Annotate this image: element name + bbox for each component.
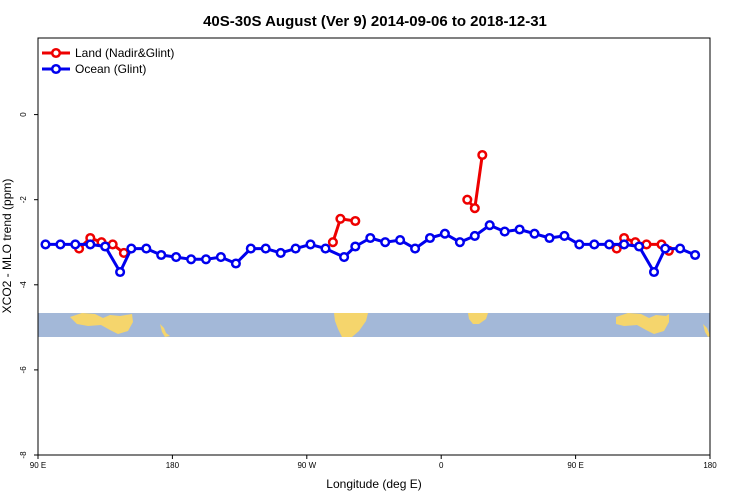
data-point-ocean (484, 220, 495, 231)
data-point-ocean (260, 243, 271, 254)
data-point-ocean (574, 239, 585, 250)
data-point-ocean (55, 239, 66, 250)
legend-ocean-marker (50, 63, 62, 75)
plot-frame (37, 37, 711, 456)
data-point-ocean (395, 235, 406, 246)
data-point-ocean (215, 252, 226, 263)
data-point-land (327, 237, 338, 248)
data-point-ocean (200, 254, 212, 265)
data-point-ocean (529, 228, 540, 239)
data-point-ocean (245, 243, 256, 254)
data-point-ocean (514, 224, 525, 235)
data-point-ocean (410, 243, 421, 254)
data-point-ocean (275, 247, 286, 258)
legend-ocean-label: Ocean (Glint) (75, 62, 146, 76)
data-point-ocean (186, 254, 197, 265)
map-ocean (38, 313, 710, 337)
data-point-land (477, 149, 488, 161)
y-tick-label: -2 (19, 196, 28, 204)
data-point-ocean (141, 243, 152, 254)
y-tick-label: -4 (19, 281, 28, 289)
series-ocean (40, 220, 701, 278)
data-point-ocean (454, 237, 465, 248)
data-point-ocean (604, 239, 615, 250)
map-south-africa (468, 313, 488, 324)
map-south-america (334, 313, 368, 337)
map-australia-repeat (616, 313, 669, 334)
data-point-ocean (171, 252, 182, 263)
data-point-ocean (365, 232, 376, 244)
x-tick-label: 90 W (297, 461, 316, 470)
y-axis-label: XCO2 - MLO trend (ppm) (0, 179, 14, 314)
data-point-ocean (589, 239, 600, 250)
y-tick-label: -6 (19, 366, 28, 374)
map-strip (38, 313, 710, 337)
x-tick-label: 180 (703, 461, 717, 470)
x-tick-label: 90 E (30, 461, 46, 470)
data-point-ocean (439, 228, 450, 239)
data-point-ocean (339, 252, 350, 263)
y-tick-label: 0 (19, 112, 28, 117)
data-point-ocean (100, 241, 111, 252)
data-point-ocean (85, 239, 96, 250)
map-new-zealand (160, 324, 170, 337)
data-point-ocean (424, 232, 436, 244)
map-new-zealand-repeat (703, 324, 710, 337)
x-axis: 90 E 180 90 W 0 90 E 180 (30, 455, 717, 470)
data-point-ocean (70, 239, 81, 250)
series-layer (40, 149, 701, 278)
data-point-ocean (648, 266, 660, 278)
data-point-ocean (675, 243, 686, 254)
data-point-land (469, 203, 480, 214)
data-point-ocean (156, 249, 167, 261)
data-point-ocean (559, 230, 570, 241)
data-point-ocean (619, 239, 630, 250)
map-australia (70, 313, 133, 334)
x-tick-label: 0 (439, 461, 444, 470)
data-point-land (462, 194, 473, 205)
data-point-ocean (320, 243, 331, 254)
x-tick-label: 180 (166, 461, 180, 470)
data-point-ocean (499, 226, 510, 237)
y-axis: 0 -2 -4 -6 -8 (19, 112, 38, 459)
data-point-land (350, 215, 361, 227)
data-point-land (335, 213, 346, 224)
data-point-ocean (115, 266, 126, 278)
data-point-ocean (469, 230, 480, 241)
data-point-ocean (40, 239, 51, 250)
legend-land-marker (50, 47, 62, 59)
data-point-ocean (230, 258, 241, 269)
data-point-ocean (660, 243, 671, 254)
data-point-ocean (126, 243, 137, 254)
data-point-ocean (350, 241, 361, 252)
data-point-ocean (290, 243, 301, 254)
y-tick-label: -8 (19, 451, 28, 459)
data-point-ocean (305, 239, 316, 250)
data-point-ocean (380, 237, 391, 248)
chart-title: 40S-30S August (Ver 9) 2014-09-06 to 201… (203, 13, 547, 30)
legend: Land (Nadir&Glint) Ocean (Glint) (42, 46, 174, 76)
data-point-ocean (634, 241, 645, 252)
legend-land-label: Land (Nadir&Glint) (75, 46, 174, 60)
data-point-ocean (690, 249, 701, 261)
data-point-ocean (544, 232, 555, 244)
x-tick-label: 90 E (567, 461, 583, 470)
x-axis-label: Longitude (deg E) (326, 477, 421, 491)
